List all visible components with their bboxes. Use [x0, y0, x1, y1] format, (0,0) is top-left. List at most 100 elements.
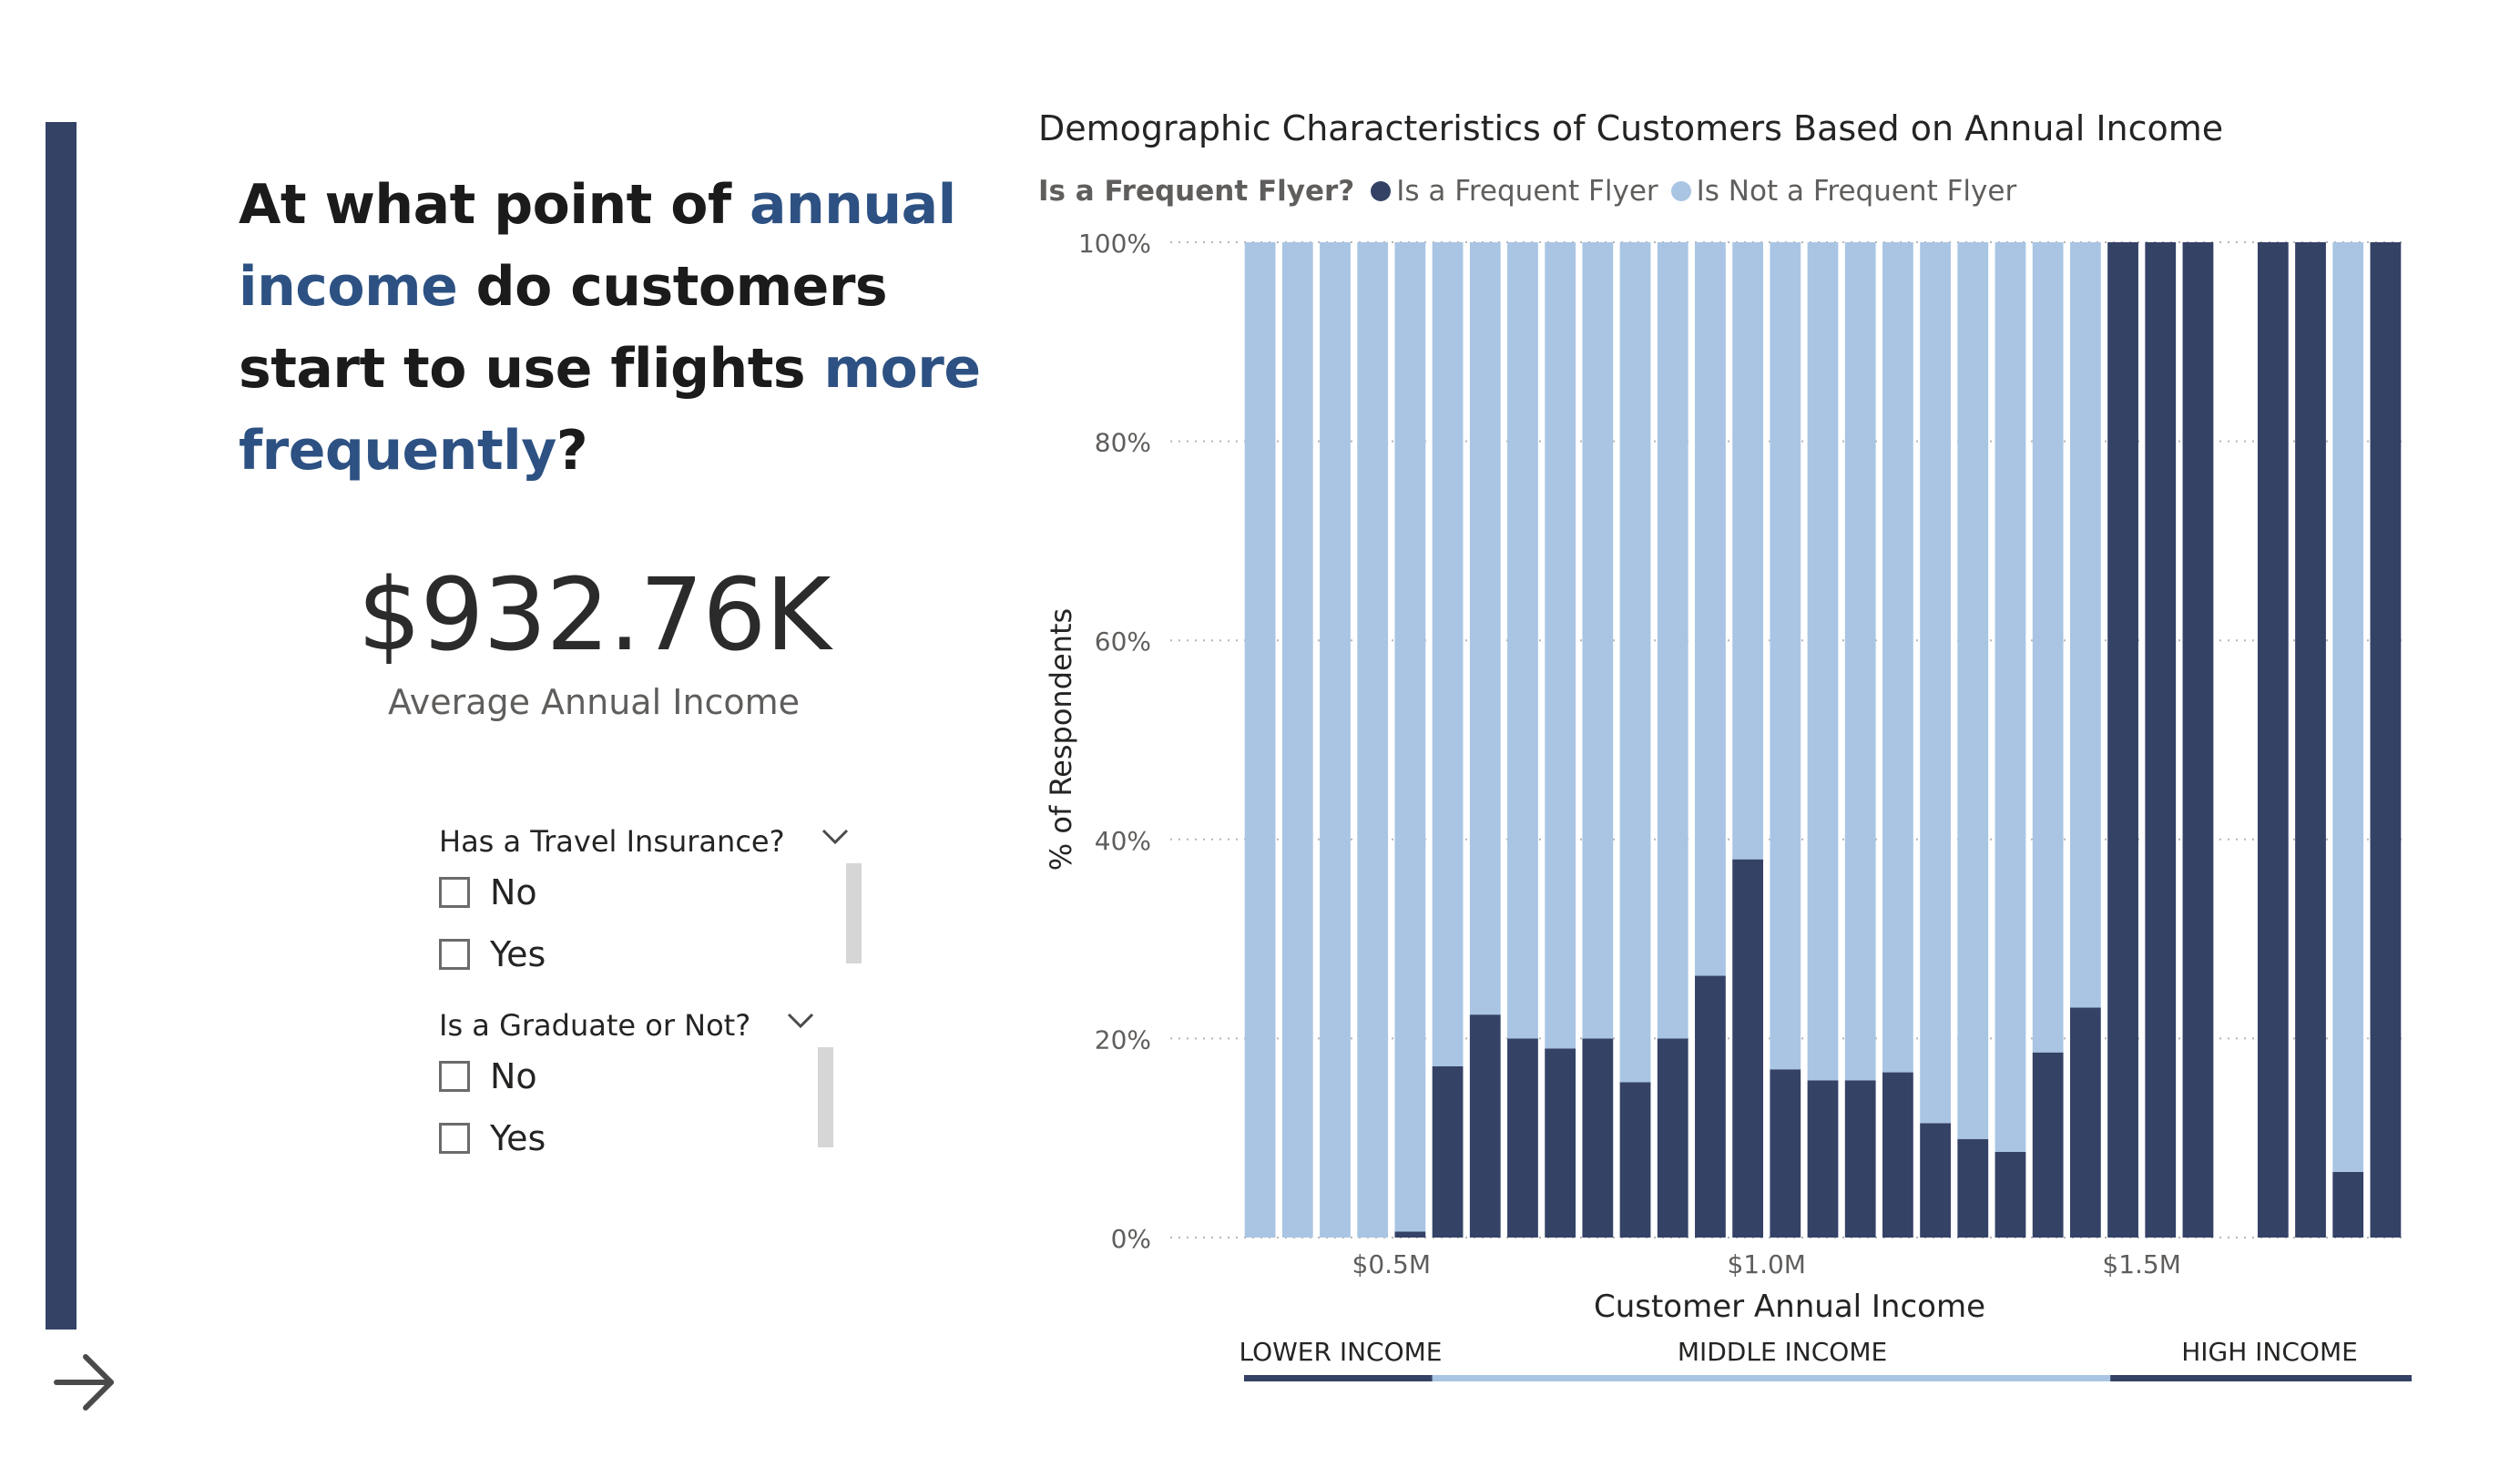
kpi-label: Average Annual Income — [387, 682, 801, 722]
bar-frequent[interactable] — [1545, 1048, 1576, 1238]
bar-not-frequent[interactable] — [1695, 242, 1726, 976]
y-tick-label: 0% — [1111, 1224, 1151, 1254]
bar-not-frequent[interactable] — [1995, 242, 2026, 1153]
bar-frequent[interactable] — [1844, 1080, 1876, 1238]
checkbox[interactable] — [439, 877, 470, 908]
bar-not-frequent[interactable] — [1619, 242, 1651, 1083]
slicer-scrollbar[interactable] — [818, 1047, 833, 1147]
bar-not-frequent[interactable] — [1882, 242, 1913, 1073]
question-part: ? — [556, 419, 588, 483]
bar-frequent[interactable] — [1957, 1138, 1989, 1238]
bar-not-frequent[interactable] — [1357, 242, 1389, 1238]
option-label: Yes — [490, 1118, 546, 1158]
slicer-option-no[interactable]: No — [439, 1056, 537, 1096]
income-band-label: LOWER INCOME — [1239, 1337, 1442, 1367]
income-band-line — [2110, 1375, 2412, 1381]
bar-frequent[interactable] — [2107, 242, 2138, 1238]
bar-frequent[interactable] — [1920, 1123, 1951, 1238]
bar-frequent[interactable] — [1582, 1038, 1614, 1238]
bar-frequent[interactable] — [1507, 1038, 1538, 1238]
option-label: No — [490, 872, 537, 912]
x-tick-label: $0.5M — [1352, 1249, 1432, 1279]
slicer-option-yes[interactable]: Yes — [439, 934, 546, 974]
bar-not-frequent[interactable] — [1545, 242, 1576, 1049]
legend-item-frequent[interactable]: Is a Frequent Flyer — [1371, 175, 1658, 208]
y-tick-label: 60% — [1095, 627, 1151, 657]
question-part: At what point of — [239, 173, 750, 237]
arrow-right-icon[interactable] — [53, 1351, 118, 1413]
bar-frequent[interactable] — [2032, 1052, 2064, 1238]
chart-title: Demographic Characteristics of Customers… — [1038, 108, 2224, 148]
y-tick-label: 80% — [1095, 428, 1151, 458]
legend-marker — [1371, 181, 1392, 201]
x-tick-label: $1.0M — [1727, 1249, 1806, 1279]
slicer-title: Is a Graduate or Not? — [439, 1008, 751, 1043]
question-part: do customers start to use flights — [239, 255, 888, 401]
legend-label: Is Not a Frequent Flyer — [1696, 175, 2017, 208]
bar-not-frequent[interactable] — [1320, 242, 1351, 1238]
y-tick-label: 40% — [1095, 826, 1151, 856]
bar-frequent[interactable] — [2332, 1171, 2364, 1238]
bar-not-frequent[interactable] — [1732, 242, 1764, 860]
bar-frequent[interactable] — [1695, 975, 1726, 1238]
income-band-line — [1244, 1375, 1433, 1381]
income-band-line — [1432, 1375, 2111, 1381]
chevron-down-icon[interactable] — [785, 1009, 816, 1031]
chart-legend: Is a Frequent Flyer? Is a Frequent Flyer… — [1038, 169, 2029, 213]
graduate-slicer: Is a Graduate or Not? No Yes — [439, 1005, 858, 1187]
bar-not-frequent[interactable] — [2069, 242, 2101, 1008]
bar-not-frequent[interactable] — [1582, 242, 1614, 1039]
question-highlight: more frequently — [239, 337, 981, 483]
bar-not-frequent[interactable] — [1469, 242, 1501, 1015]
x-tick-label: $1.5M — [2102, 1249, 2181, 1279]
bar-frequent[interactable] — [2257, 242, 2289, 1238]
bar-frequent[interactable] — [1882, 1072, 1913, 1238]
bar-not-frequent[interactable] — [1507, 242, 1538, 1039]
bar-frequent[interactable] — [2069, 1007, 2101, 1238]
legend-item-not-frequent[interactable]: Is Not a Frequent Flyer — [1670, 175, 2017, 208]
y-tick-label: 100% — [1078, 229, 1151, 259]
bar-not-frequent[interactable] — [1807, 242, 1839, 1081]
option-label: No — [490, 1056, 537, 1096]
bar-not-frequent[interactable] — [1281, 242, 1313, 1238]
bar-frequent[interactable] — [1732, 859, 1764, 1238]
bar-frequent[interactable] — [2145, 242, 2177, 1238]
bar-not-frequent[interactable] — [1844, 242, 1876, 1081]
question-heading: At what point of annual income do custom… — [239, 164, 995, 492]
bar-frequent[interactable] — [1770, 1069, 1801, 1238]
bar-frequent[interactable] — [1807, 1080, 1839, 1238]
bar-not-frequent[interactable] — [1432, 242, 1464, 1067]
bar-frequent[interactable] — [2370, 242, 2402, 1238]
slicer-scrollbar[interactable] — [846, 863, 862, 963]
bar-not-frequent[interactable] — [1244, 242, 1276, 1238]
bar-frequent[interactable] — [1995, 1152, 2026, 1238]
checkbox[interactable] — [439, 1123, 470, 1154]
bar-not-frequent[interactable] — [1657, 242, 1689, 1039]
bar-frequent[interactable] — [2295, 242, 2326, 1238]
bar-not-frequent[interactable] — [2332, 242, 2364, 1172]
bar-not-frequent[interactable] — [1770, 242, 1801, 1070]
question-highlight: annual income — [239, 173, 956, 319]
bar-not-frequent[interactable] — [1957, 242, 1989, 1139]
bar-not-frequent[interactable] — [2032, 242, 2064, 1053]
y-axis-title: % of Respondents — [1044, 608, 1078, 871]
bar-frequent[interactable] — [1619, 1082, 1651, 1238]
slicer-option-no[interactable]: No — [439, 872, 537, 912]
bar-frequent[interactable] — [1394, 1231, 1426, 1238]
slicer-option-yes[interactable]: Yes — [439, 1118, 546, 1158]
bar-frequent[interactable] — [1657, 1038, 1689, 1238]
legend-label: Is a Frequent Flyer — [1396, 175, 1658, 208]
chevron-down-icon[interactable] — [820, 825, 851, 847]
x-axis-title: Customer Annual Income — [1594, 1289, 1985, 1325]
bar-frequent[interactable] — [1469, 1014, 1501, 1238]
checkbox[interactable] — [439, 1061, 470, 1092]
checkbox[interactable] — [439, 939, 470, 970]
bar-not-frequent[interactable] — [1920, 242, 1951, 1124]
bar-not-frequent[interactable] — [1394, 242, 1426, 1232]
bar-frequent[interactable] — [2182, 242, 2214, 1238]
kpi-value: $932.76K — [357, 556, 831, 673]
bar-frequent[interactable] — [1432, 1066, 1464, 1238]
travel-insurance-slicer: Has a Travel Insurance? No Yes — [439, 821, 862, 1004]
legend-title: Is a Frequent Flyer? — [1038, 175, 1355, 208]
